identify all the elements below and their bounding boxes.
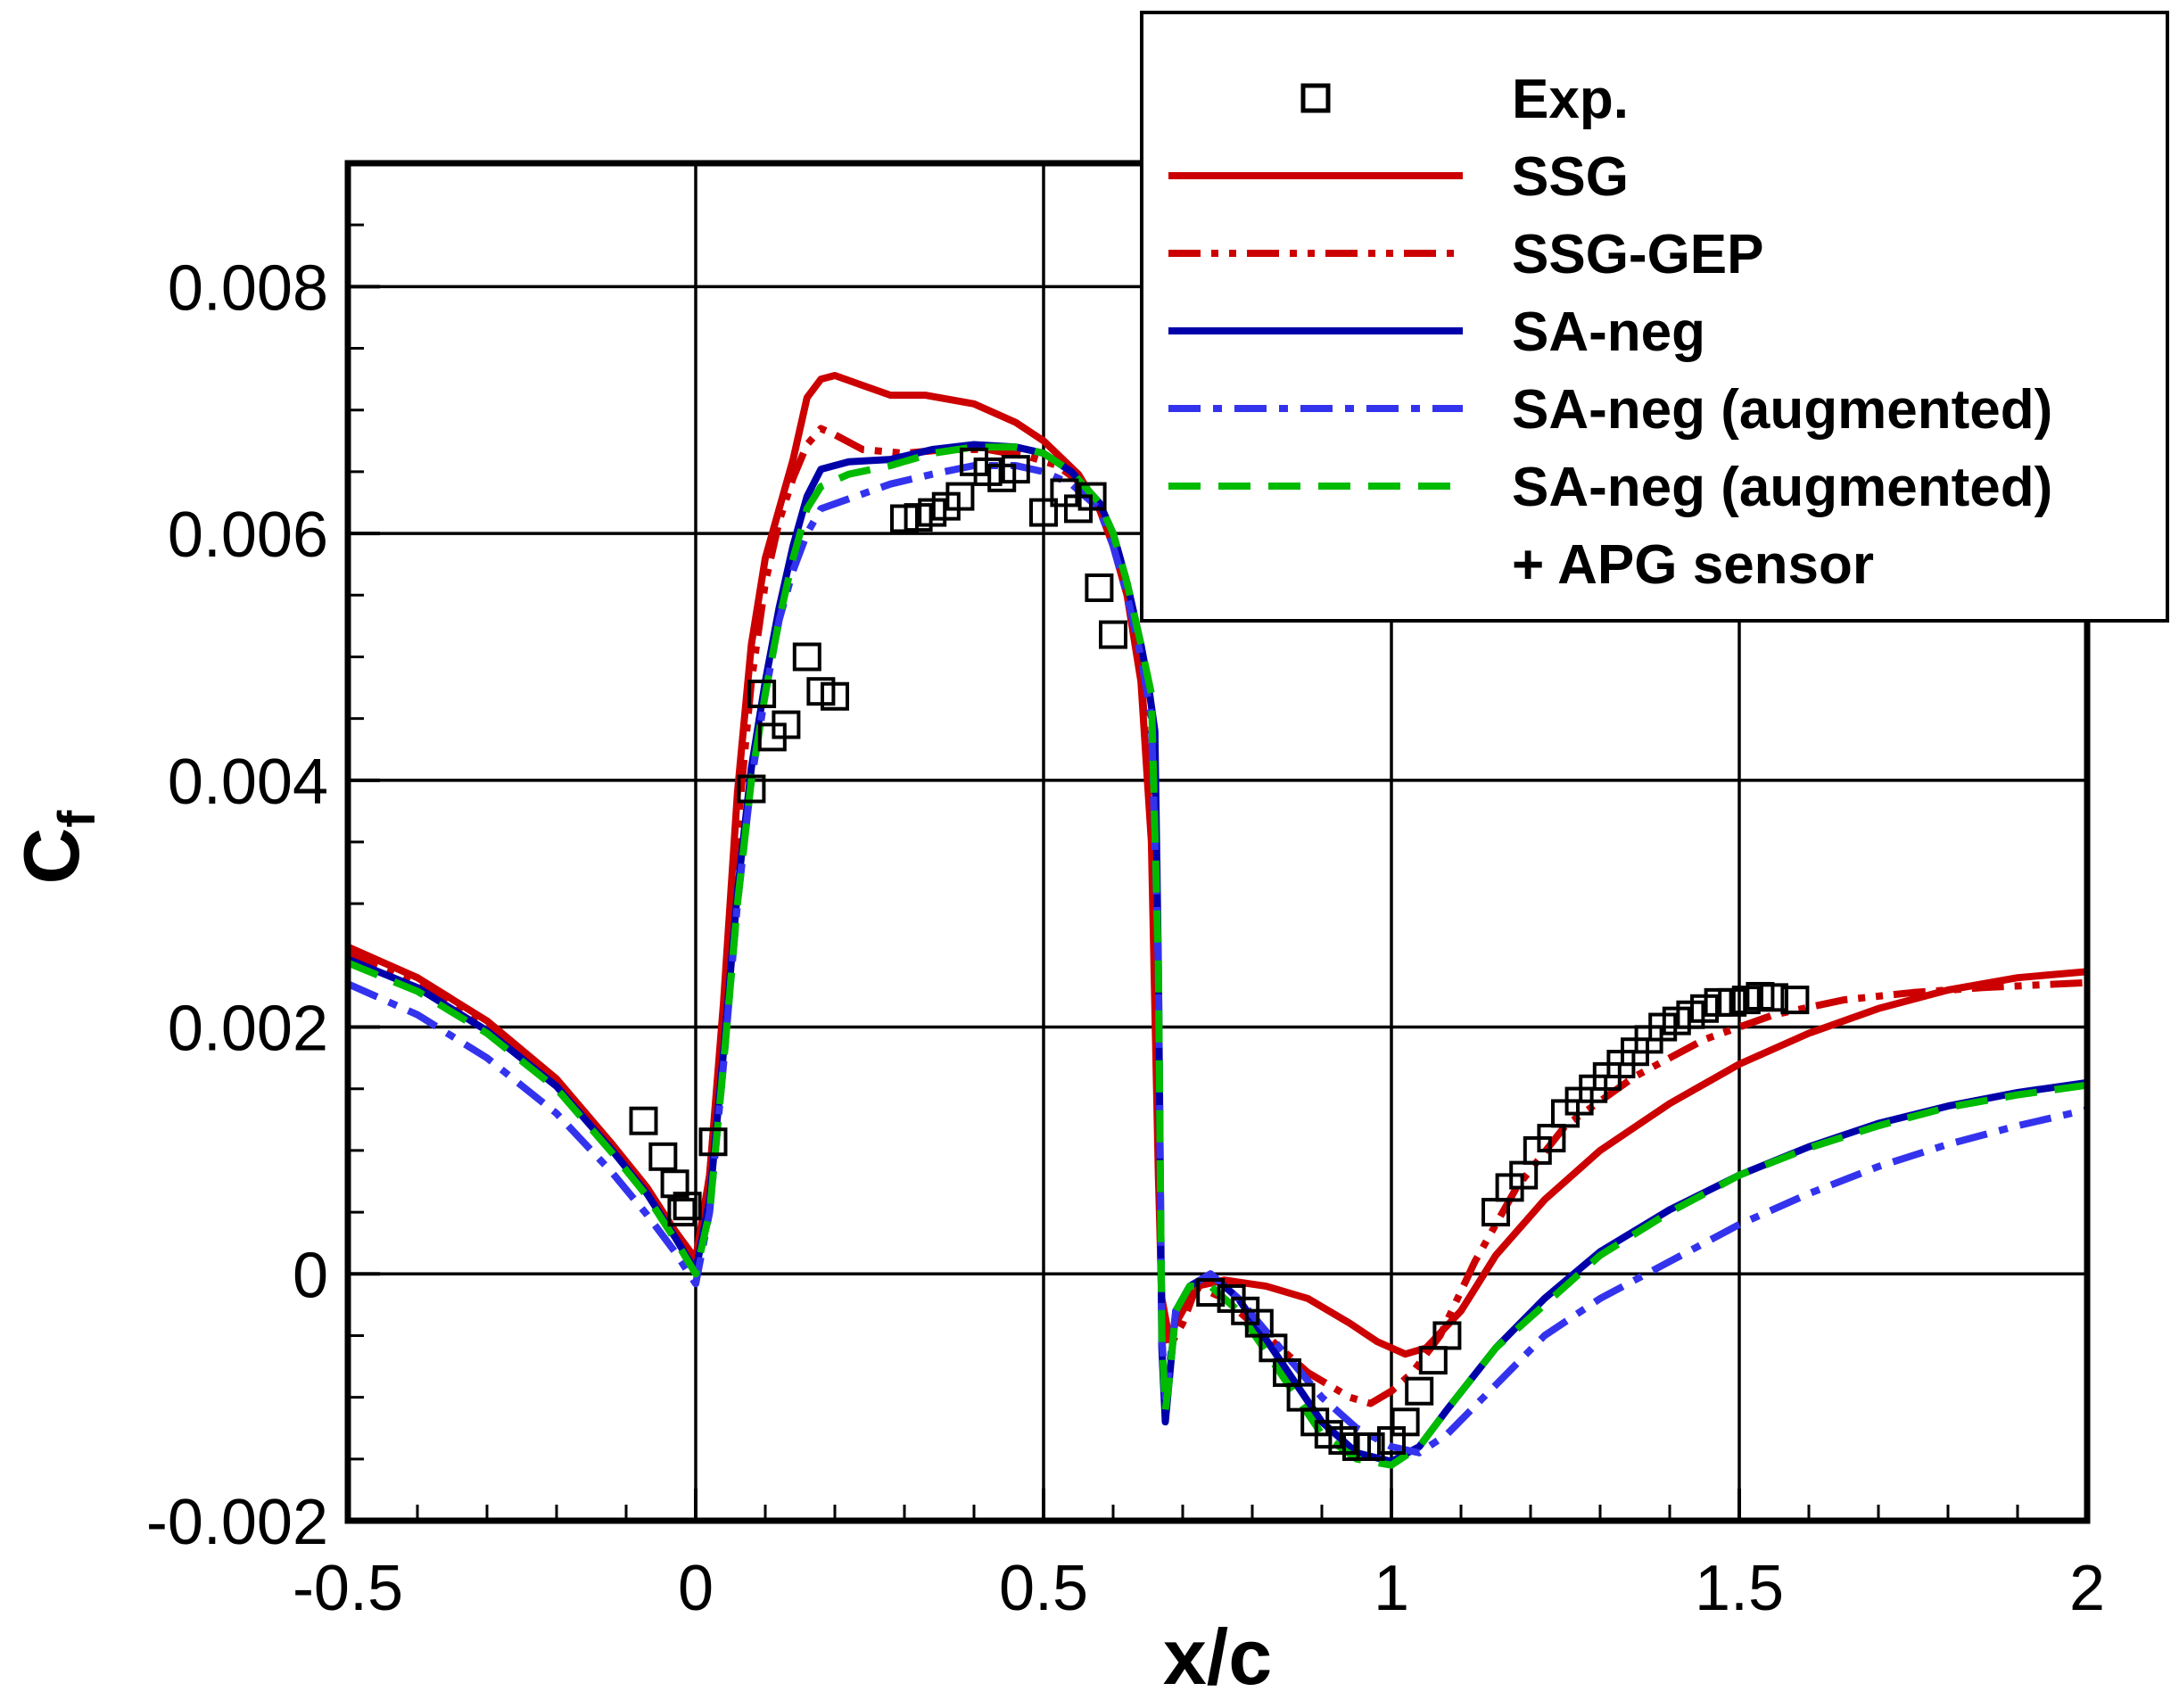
exp-marker <box>821 681 849 711</box>
y-tick-label: -0.002 <box>146 1487 328 1558</box>
exp-marker <box>1760 983 1788 1012</box>
exp-marker <box>698 1127 728 1157</box>
exp-marker <box>1196 1278 1226 1308</box>
exp-marker <box>792 642 821 672</box>
y-tick-label: 0.002 <box>168 994 328 1065</box>
exp-marker <box>1099 620 1127 649</box>
legend-box <box>1140 11 2169 623</box>
exp-marker <box>673 1192 702 1221</box>
y-axis-title-sub: f <box>48 810 106 828</box>
exp-marker <box>667 1198 697 1227</box>
series-line-3 <box>348 462 2087 1456</box>
x-tick-label: 1 <box>1374 1553 1409 1624</box>
legend-marker-exp <box>1300 83 1331 113</box>
legend-label-3: SA-neg (augmented) <box>1512 379 2052 441</box>
x-tick-label: -0.5 <box>293 1553 403 1624</box>
x-tick-label: 2 <box>2069 1553 2105 1624</box>
exp-marker <box>945 482 975 511</box>
exp-marker <box>1029 498 1058 527</box>
y-axis-title: Cf <box>7 810 106 885</box>
series-line-4 <box>348 443 2087 1469</box>
y-tick-label: 0 <box>293 1240 328 1311</box>
exp-marker <box>1001 455 1030 484</box>
legend: Exp. SSG SSG-GEP SA-neg SA-neg (augmented) SA… <box>1140 11 2169 623</box>
x-tick-label: 1.5 <box>1695 1553 1784 1624</box>
exp-marker <box>629 1106 658 1135</box>
legend-label-2: SA-neg <box>1512 301 1705 363</box>
exp-marker <box>1432 1321 1462 1350</box>
exp-marker <box>648 1142 678 1171</box>
series-layer <box>348 372 2087 1469</box>
y-tick-label: 0.008 <box>168 252 328 324</box>
x-axis-title: x/c <box>1163 1613 1272 1701</box>
exp-marker <box>1077 482 1107 511</box>
y-tick-label: 0.004 <box>168 747 328 818</box>
exp-marker <box>772 710 801 739</box>
exp-marker <box>737 774 766 804</box>
legend-label-apg-sensor: + APG sensor <box>1512 534 1874 596</box>
exp-marker <box>1391 1407 1420 1437</box>
legend-items: Exp. SSG SSG-GEP SA-neg SA-neg (augmented) SA… <box>1168 69 2052 596</box>
legend-label-4: SA-neg (augmented) <box>1512 457 2052 518</box>
exp-marker <box>747 679 777 708</box>
y-tick-label: 0.006 <box>168 499 328 571</box>
exp-marker <box>1085 573 1114 602</box>
y-axis-title-main: C <box>7 828 95 885</box>
experiment-layer <box>629 447 1810 1461</box>
x-tick-label: 0.5 <box>999 1553 1088 1624</box>
legend-label-0: SSG <box>1512 146 1629 208</box>
exp-marker <box>1780 986 1810 1015</box>
exp-marker <box>1356 1432 1385 1461</box>
x-tick-label: 0 <box>678 1553 714 1624</box>
tick-label-layer: -0.5 0 0.5 1 1.5 2 -0.002 0 0.002 0.004 0.006 0.008 <box>146 252 2105 1624</box>
legend-label-exp: Exp. <box>1512 69 1629 130</box>
exp-marker <box>1405 1376 1434 1406</box>
legend-label-1: SSG-GEP <box>1512 224 1764 285</box>
